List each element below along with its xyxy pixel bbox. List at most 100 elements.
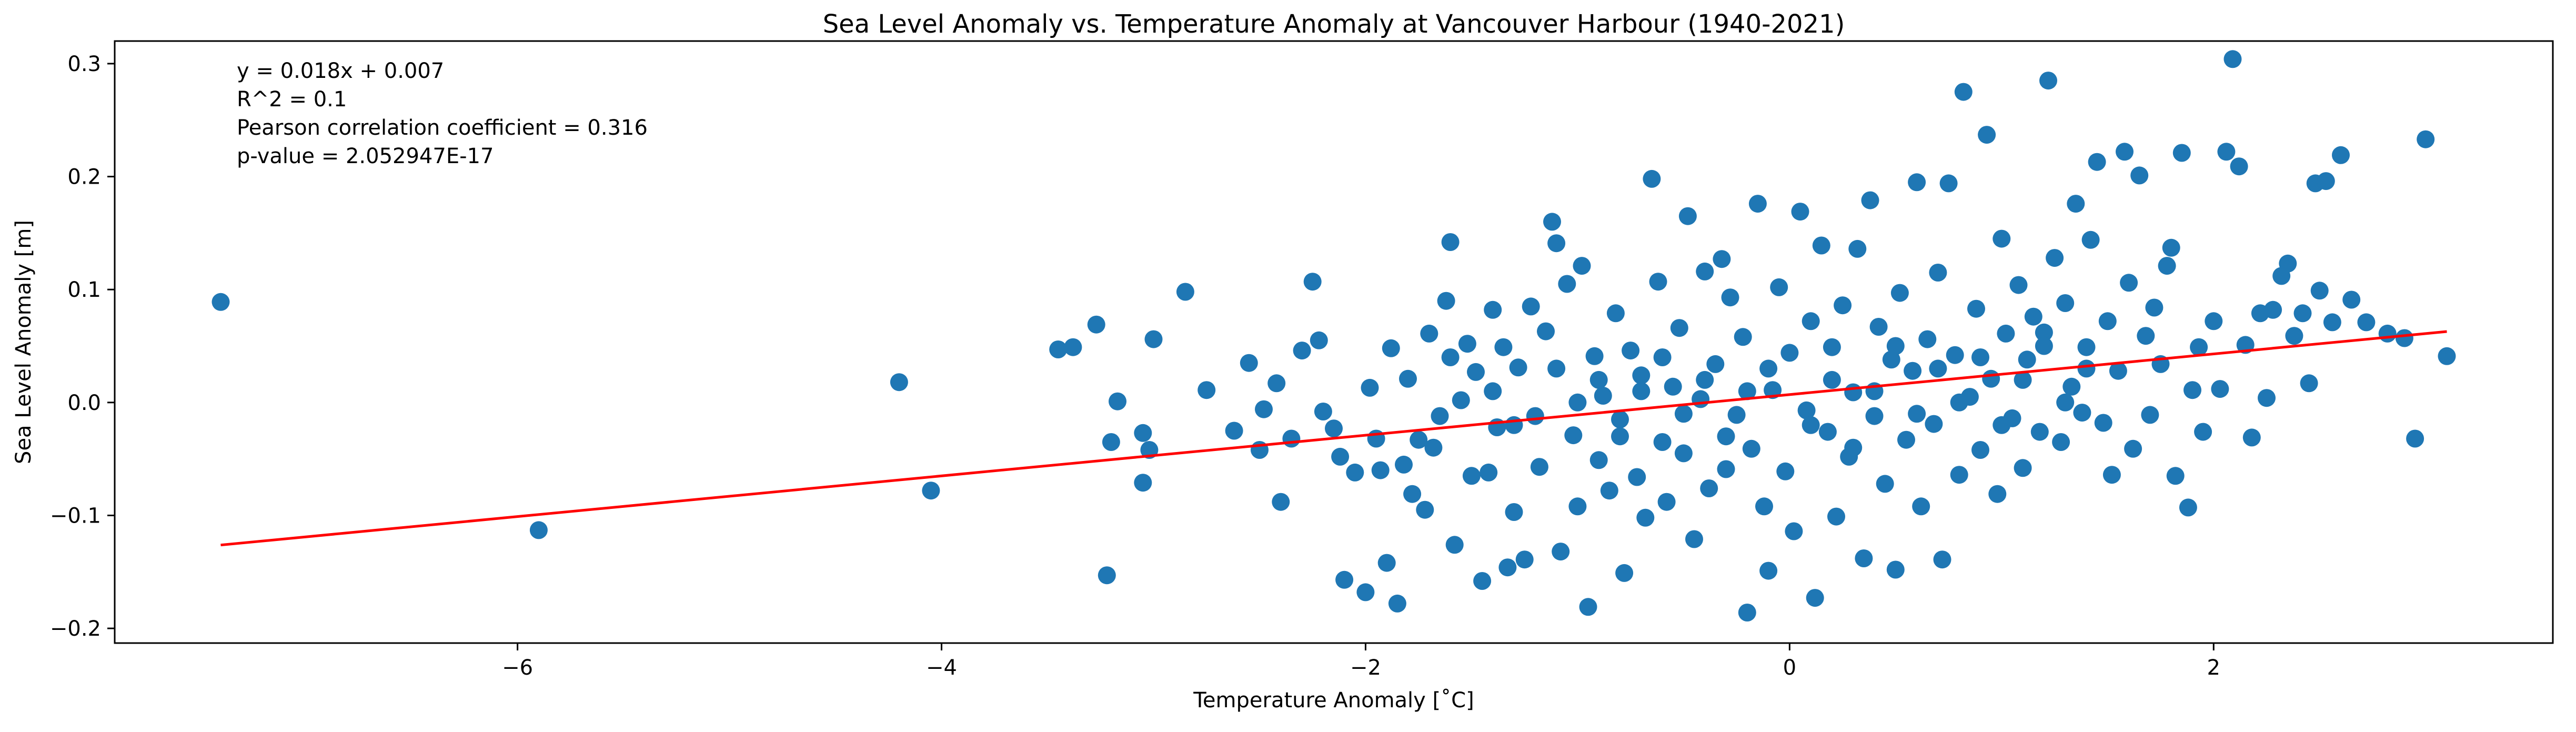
data-point (1240, 354, 1258, 372)
data-point (1611, 410, 1629, 428)
y-axis-label: Sea Level Anomaly [m] (12, 220, 36, 464)
data-point (1971, 348, 1989, 366)
data-point (1558, 275, 1576, 293)
data-point (1134, 474, 1152, 492)
data-point (1818, 423, 1837, 441)
x-tick-label: 2 (2207, 656, 2220, 680)
data-point (1886, 337, 1905, 355)
data-point (1950, 466, 1968, 484)
data-point (2242, 428, 2261, 447)
data-point (1823, 338, 1841, 356)
data-point (2378, 324, 2397, 343)
data-point (1636, 508, 1655, 527)
data-point (1622, 342, 1640, 360)
data-point (2323, 313, 2341, 332)
data-point (1632, 382, 1651, 400)
data-point (1653, 433, 1672, 451)
data-point (1314, 403, 1332, 420)
data-point (1674, 444, 1693, 463)
data-point (1713, 250, 1731, 268)
data-point (2067, 195, 2085, 213)
data-point (1568, 393, 1587, 412)
data-point (1064, 338, 1082, 356)
data-point (1395, 455, 1413, 474)
data-point (1361, 378, 1379, 397)
data-point (2077, 338, 2096, 356)
data-point (1717, 460, 1735, 478)
data-point (1721, 288, 1739, 307)
data-point (1780, 344, 1799, 362)
data-point (1861, 191, 1879, 209)
data-point (1272, 493, 1290, 511)
data-point (2285, 327, 2303, 345)
data-point (2109, 362, 2127, 380)
data-point (1526, 407, 1544, 425)
data-point (2030, 423, 2049, 441)
data-point (922, 482, 940, 500)
data-point (1547, 359, 1566, 378)
data-point (1844, 438, 1863, 457)
data-point (1738, 604, 1756, 621)
data-point (1530, 458, 1548, 476)
data-point (1473, 572, 1492, 590)
data-point (2310, 282, 2329, 300)
data-point (1585, 347, 1604, 365)
data-point (1865, 407, 1884, 425)
data-point (1897, 430, 1915, 449)
plot-frame (114, 40, 2554, 644)
data-point (2116, 143, 2134, 161)
data-point (1543, 213, 1561, 231)
data-point (1929, 359, 1947, 378)
data-point (2158, 257, 2176, 275)
y-tick-label: −0.2 (50, 617, 101, 641)
x-tick-label: −6 (502, 656, 533, 680)
data-point (1176, 283, 1194, 301)
fit-line-layer (220, 330, 2447, 547)
data-point (1978, 126, 1996, 144)
x-axis-label: Temperature Anomaly [˚C] (1193, 688, 1474, 713)
data-point (2264, 300, 2282, 319)
data-point (1685, 530, 1703, 548)
data-point (1600, 482, 1618, 500)
data-point (1925, 415, 1943, 433)
data-point (1589, 451, 1608, 469)
data-point (1325, 419, 1343, 438)
data-point (1696, 262, 1714, 280)
data-point (1346, 463, 1364, 482)
data-point (1988, 485, 2007, 503)
data-point (1547, 234, 1566, 253)
data-point (1494, 338, 1513, 356)
data-point (1632, 366, 1651, 385)
data-point (2183, 381, 2201, 399)
data-point (2205, 312, 2223, 330)
annotation-pearson: Pearson correlation coefficient = 0.316 (237, 116, 648, 140)
data-point (1498, 558, 1517, 577)
data-point (1356, 583, 1375, 601)
data-point (1785, 522, 1803, 540)
data-point (2279, 254, 2297, 273)
x-tick-label: 0 (1783, 656, 1796, 680)
data-point (2039, 72, 2057, 90)
data-point (1382, 339, 1400, 357)
data-point (1908, 405, 1926, 423)
data-point (2014, 459, 2032, 477)
data-point (1678, 207, 1697, 225)
data-point (2052, 433, 2070, 451)
data-point (2035, 337, 2053, 355)
data-point (1371, 461, 1390, 479)
data-point (1102, 433, 1120, 451)
data-point (1834, 296, 1852, 315)
data-point (2211, 380, 2229, 398)
data-point (2098, 312, 2117, 330)
data-point (1664, 377, 1682, 396)
data-point (1403, 485, 1422, 503)
data-point (2162, 238, 2180, 257)
data-point (1670, 319, 1688, 337)
data-point (1738, 382, 1756, 400)
x-tick-label: −2 (1350, 656, 1381, 680)
data-point (2077, 359, 2096, 378)
data-point (1797, 401, 1816, 419)
data-point (1505, 416, 1523, 434)
annotation-r-squared: R^2 = 0.1 (237, 87, 347, 112)
data-point (1431, 407, 1449, 425)
